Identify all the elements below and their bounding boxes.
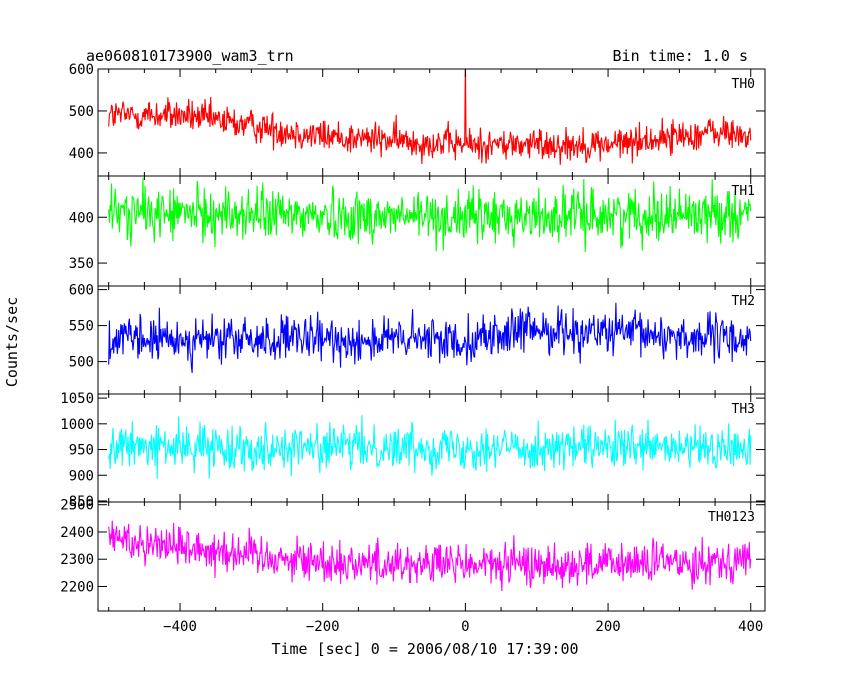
panel-label-th0123: TH0123: [708, 510, 755, 525]
y-tick-label: 1000: [60, 417, 94, 433]
y-tick-label: 500: [69, 355, 94, 371]
y-tick-label: 600: [69, 283, 94, 299]
x-tick-label: 400: [738, 619, 763, 635]
panel-th0: 400 500 600 TH0: [69, 62, 766, 177]
panel-label-th1: TH1: [732, 184, 755, 199]
panel-label-th2: TH2: [732, 294, 755, 309]
y-tick-label: 2400: [60, 525, 94, 541]
panel-label-th3: TH3: [732, 402, 755, 417]
panel-frame: [97, 501, 766, 612]
observation-title: ae060810173900_wam3_trn: [86, 47, 294, 65]
panels-layer: 400 500 600 TH0 350 400 TH1 500 550 600 TH2 850 900 9…: [60, 62, 766, 612]
panel-th2: 500 550 600 TH2: [69, 283, 766, 395]
y-tick-label: 2500: [60, 498, 94, 514]
series-th0123-trace: [108, 520, 752, 592]
y-tick-label: 1050: [60, 391, 94, 407]
series-th1-trace: [108, 177, 752, 253]
panel-th3: 850 900 950 1000 1050 TH3: [60, 391, 766, 510]
panel-th1: 350 400 TH1: [69, 175, 766, 287]
series-th3-trace: [108, 415, 752, 479]
series-th0-trace: [108, 69, 752, 165]
x-axis-label: Time [sec] 0 = 2006/08/10 17:39:00: [271, 640, 578, 658]
y-tick-label: 550: [69, 319, 94, 335]
panel-label-th0: TH0: [732, 77, 755, 92]
y-tick-label: 400: [69, 210, 94, 226]
x-tick-label: 0: [461, 619, 469, 635]
x-tick-labels: −400 −200 0 200 400: [163, 619, 763, 635]
y-tick-label: 850: [69, 494, 94, 510]
y-tick-label: 600: [69, 62, 94, 78]
y-axis-label: Counts/sec: [3, 297, 21, 387]
x-tick-label: 200: [595, 619, 620, 635]
y-tick-label: 950: [69, 443, 94, 459]
x-tick-label: −200: [306, 619, 340, 635]
y-tick-label: 900: [69, 468, 94, 484]
bin-time-label: Bin time: 1.0 s: [613, 47, 748, 65]
y-tick-label: 2300: [60, 552, 94, 568]
x-tick-label: −400: [163, 619, 197, 635]
y-tick-label: 400: [69, 146, 94, 162]
y-tick-label: 350: [69, 256, 94, 272]
panel-th0123: 2200 2300 2400 2500 TH0123: [60, 498, 766, 612]
series-th2-trace: [108, 302, 752, 373]
y-tick-label: 2200: [60, 579, 94, 595]
y-tick-label: 500: [69, 104, 94, 120]
